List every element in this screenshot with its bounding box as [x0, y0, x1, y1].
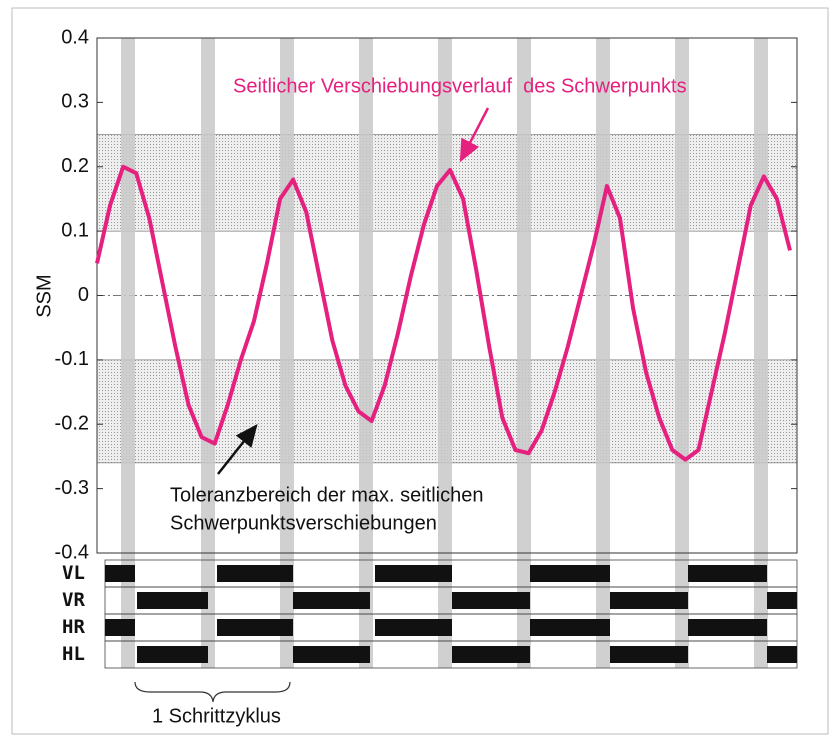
gait-row-label: VL	[62, 562, 85, 584]
tolerance-label: Toleranzbereich der max. seitlichen	[170, 484, 484, 506]
gait-phase	[452, 646, 530, 663]
step-bar	[121, 38, 135, 668]
tolerance-arrow	[217, 424, 258, 475]
y-axis-label: SSM	[33, 274, 55, 317]
gait-phase	[137, 646, 208, 663]
step-bar	[517, 38, 531, 668]
step-bar	[754, 38, 768, 668]
gait-phase	[293, 592, 370, 609]
step-bar	[201, 38, 215, 668]
gait-phase	[688, 619, 767, 636]
y-tick-label: 0	[78, 284, 89, 306]
gait-phase	[530, 565, 610, 582]
cycle-brace	[134, 681, 291, 703]
y-tick-label: -0.4	[55, 541, 89, 563]
tolerance-label: Schwerpunktsverschiebungen	[170, 512, 437, 534]
gait-phase	[767, 646, 797, 663]
y-tick-label: -0.3	[55, 477, 89, 499]
gait-phase	[105, 619, 135, 636]
outer-frame	[11, 7, 829, 735]
gait-phase	[217, 619, 293, 636]
gait-phase	[375, 619, 452, 636]
y-tick-label: -0.2	[55, 413, 89, 435]
step-bar	[438, 38, 452, 668]
cycle-label: 1 Schrittzyklus	[152, 705, 281, 727]
y-tick-label: -0.1	[55, 348, 89, 370]
gait-phase	[688, 565, 767, 582]
gait-phase	[217, 565, 293, 582]
gait-phase	[610, 646, 688, 663]
annotation: Seitlicher Verschiebungsverlauf des Schw…	[233, 75, 687, 97]
gait-row-label: VR	[62, 589, 85, 611]
gait-row-label: HL	[62, 643, 85, 665]
gait-row-label: HR	[62, 616, 85, 638]
gait-phase	[137, 592, 208, 609]
gait-phase	[105, 565, 135, 582]
step-bar	[675, 38, 689, 668]
gait-phase	[452, 592, 530, 609]
y-tick-label: 0.1	[61, 219, 89, 241]
gait-phase	[767, 592, 797, 609]
annotation-arrow	[459, 107, 490, 163]
step-bar	[359, 38, 373, 668]
y-tick-label: 0.4	[61, 26, 89, 48]
y-tick-label: 0.2	[61, 155, 89, 177]
y-tick-label: 0.3	[61, 91, 89, 113]
gait-phase	[610, 592, 688, 609]
gait-phase	[530, 619, 610, 636]
gait-phase	[293, 646, 370, 663]
ssm-line	[95, 164, 792, 462]
gait-phase	[375, 565, 452, 582]
